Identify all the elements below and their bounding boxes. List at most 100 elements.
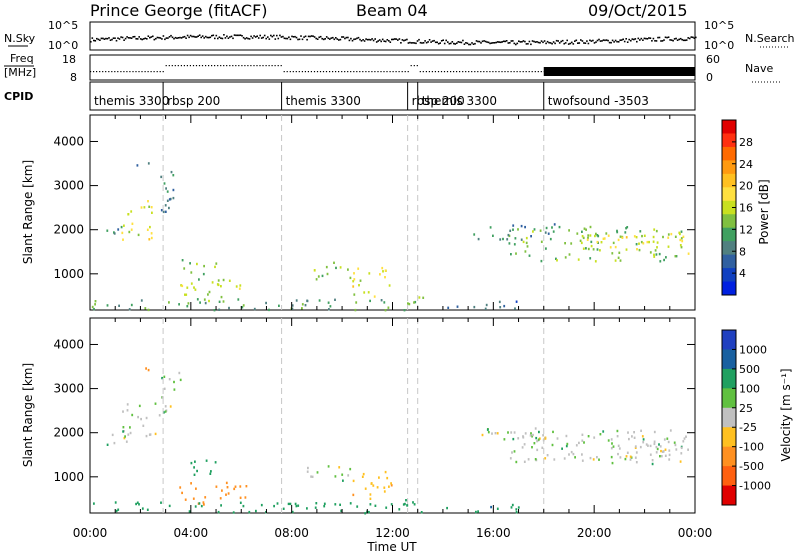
nave-sample	[304, 71, 306, 73]
noise-sample	[403, 39, 405, 42]
nave-sample	[428, 71, 430, 73]
noise-sample	[176, 37, 178, 39]
colorbar-tick-label: 28	[739, 136, 753, 149]
noise-sample	[676, 39, 679, 41]
data-cell	[168, 504, 171, 508]
nave-sample	[531, 71, 533, 73]
noise-sample	[693, 37, 696, 39]
data-cell	[616, 429, 619, 433]
data-cell	[187, 302, 190, 305]
noise-sample	[244, 38, 246, 40]
data-cell	[307, 466, 309, 470]
noise-sample	[459, 41, 461, 43]
noise-sample	[666, 36, 668, 39]
noise-sample	[103, 38, 106, 40]
noise-sample	[563, 42, 565, 45]
data-cell	[621, 236, 624, 239]
noise-sample	[365, 38, 367, 40]
nave-sample	[168, 65, 170, 67]
y-tick-label: 1000	[53, 470, 84, 484]
noise-sample	[167, 37, 169, 39]
data-cell	[310, 475, 312, 478]
power-ylabel: Slant Range [km]	[21, 160, 35, 264]
noise-sample	[257, 37, 260, 39]
nave-sample	[486, 71, 488, 73]
noise-sample	[587, 42, 590, 45]
power-panel-frame	[89, 114, 696, 311]
data-cell	[203, 298, 206, 301]
data-cell	[659, 455, 661, 458]
nave-sample	[377, 71, 379, 73]
nave-sample	[238, 65, 240, 67]
noise-sample	[486, 41, 488, 43]
data-cell	[144, 307, 147, 310]
data-cell	[204, 496, 207, 499]
noise-sample	[610, 41, 612, 44]
noise-sample	[262, 36, 264, 39]
data-cell	[361, 475, 364, 478]
nave-sample	[368, 71, 370, 73]
noise-sample	[560, 40, 562, 43]
data-cell	[576, 232, 579, 235]
data-cell	[164, 410, 167, 413]
data-cell	[273, 504, 275, 508]
data-cell	[514, 237, 517, 240]
nave-sample	[319, 71, 322, 73]
data-cell	[359, 279, 362, 282]
noise-sample	[209, 36, 212, 39]
data-cell	[136, 164, 139, 167]
noise-sample	[177, 37, 180, 39]
data-cell	[353, 293, 356, 296]
nave-sample	[483, 71, 485, 73]
data-cell	[137, 233, 140, 237]
data-cell	[625, 248, 628, 251]
data-cell	[520, 238, 523, 241]
noise-sample	[162, 35, 165, 37]
noise-sample	[480, 42, 482, 44]
data-cell	[517, 506, 520, 509]
noise-sample	[282, 35, 284, 38]
data-cell	[596, 248, 599, 251]
nave-sample	[398, 71, 400, 73]
noise-sample	[333, 38, 336, 41]
noise-sample	[135, 38, 137, 40]
data-cell	[291, 304, 294, 307]
data-cell	[570, 450, 573, 454]
colorbar-swatch	[722, 214, 736, 229]
noise-sample	[265, 37, 267, 40]
data-cell	[154, 402, 157, 405]
nave-sample	[410, 65, 412, 67]
noise-sample	[254, 36, 257, 38]
noise-sample	[498, 41, 500, 43]
nave-sample	[407, 71, 409, 73]
data-cell	[654, 249, 657, 252]
nave-sample	[440, 71, 443, 73]
nave-sample	[301, 71, 303, 73]
nave-sample	[138, 71, 140, 73]
noise-sample	[173, 37, 175, 40]
colorbar-swatch	[722, 427, 736, 448]
noise-sample	[663, 39, 665, 41]
data-cell	[406, 504, 409, 507]
data-cell	[617, 452, 619, 456]
noise-sample	[430, 41, 432, 43]
noise-sample	[229, 36, 231, 38]
noise-sample	[91, 37, 94, 39]
noise-sample	[546, 40, 549, 43]
data-cell	[682, 235, 685, 238]
x-tick-label: 00:00	[678, 526, 713, 540]
noise-sample	[248, 38, 251, 40]
data-cell	[150, 206, 153, 209]
nave-sample	[256, 65, 258, 67]
nave-sample	[123, 71, 125, 73]
station-title: Prince George (fitACF)	[90, 1, 268, 20]
colorbar-tick-label: 500	[739, 363, 760, 376]
noise-sample	[652, 37, 655, 40]
data-cell	[352, 493, 355, 497]
data-cell	[477, 237, 480, 241]
data-cell	[653, 430, 656, 434]
data-cell	[235, 285, 238, 288]
noise-sample	[518, 40, 520, 42]
data-cell	[512, 224, 515, 227]
